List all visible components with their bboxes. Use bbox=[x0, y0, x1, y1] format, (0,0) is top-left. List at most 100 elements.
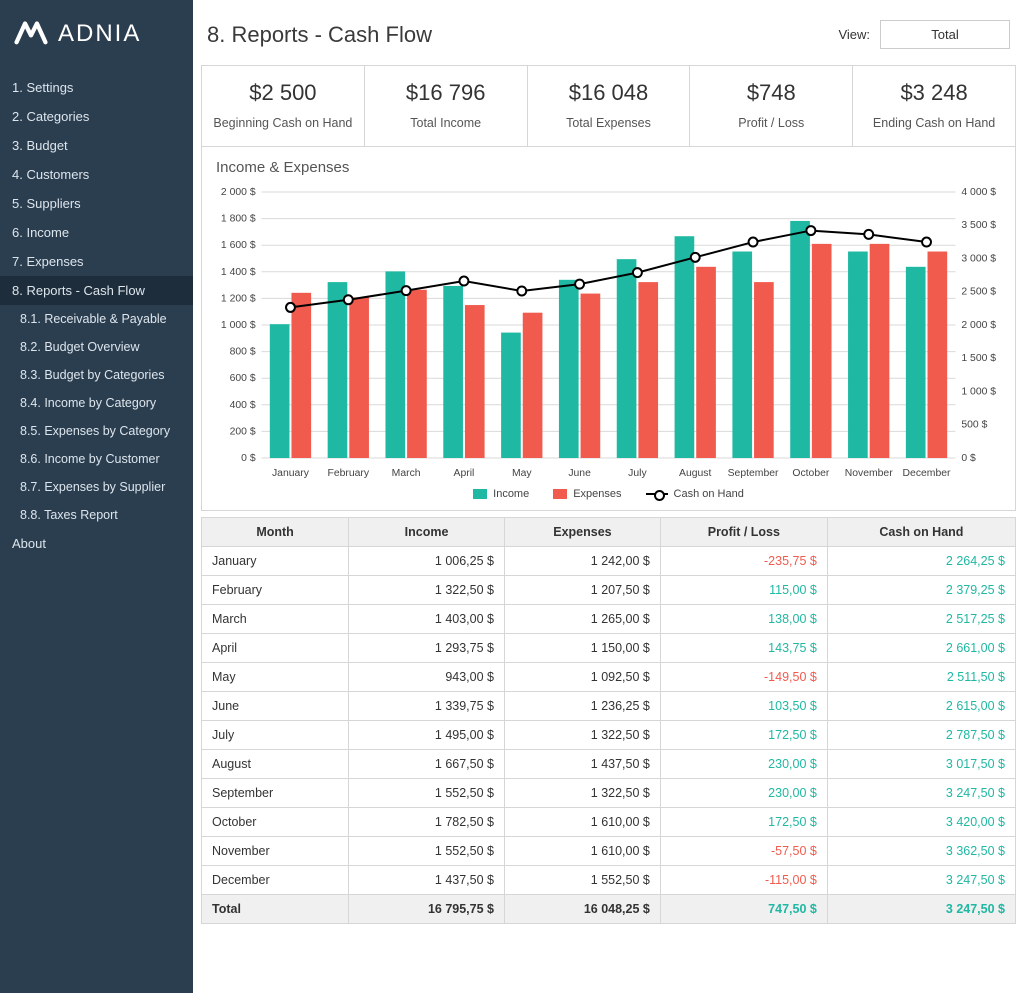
table-cell: November bbox=[202, 837, 349, 866]
kpi-label: Total Income bbox=[371, 116, 521, 130]
table-cell: December bbox=[202, 866, 349, 895]
view-dropdown[interactable]: Total bbox=[880, 20, 1010, 49]
table-cell: September bbox=[202, 779, 349, 808]
legend-income-swatch-icon bbox=[473, 489, 487, 499]
view-label: View: bbox=[838, 27, 870, 42]
svg-text:4 000 $: 4 000 $ bbox=[961, 187, 996, 198]
table-cell: April bbox=[202, 634, 349, 663]
table-row: September1 552,50 $1 322,50 $230,00 $3 2… bbox=[202, 779, 1016, 808]
sidebar-item[interactable]: 1. Settings bbox=[0, 73, 193, 102]
legend-expenses-swatch-icon bbox=[553, 489, 567, 499]
table-cell: 1 322,50 $ bbox=[505, 779, 661, 808]
sidebar-item[interactable]: 8.1. Receivable & Payable bbox=[0, 305, 193, 333]
table-cell: May bbox=[202, 663, 349, 692]
sidebar-item[interactable]: 8.6. Income by Customer bbox=[0, 445, 193, 473]
kpi-card: $2 500Beginning Cash on Hand bbox=[202, 66, 365, 146]
table-cell: 2 264,25 $ bbox=[827, 547, 1015, 576]
chart-svg: 0 $200 $400 $600 $800 $1 000 $1 200 $1 4… bbox=[212, 182, 1005, 482]
table-column-header: Month bbox=[202, 518, 349, 547]
svg-text:July: July bbox=[628, 468, 647, 479]
table-cell: -57,50 $ bbox=[660, 837, 827, 866]
table-cell: 103,50 $ bbox=[660, 692, 827, 721]
kpi-card: $3 248Ending Cash on Hand bbox=[853, 66, 1015, 146]
table-cell: 2 787,50 $ bbox=[827, 721, 1015, 750]
table-cell: 1 552,50 $ bbox=[349, 837, 505, 866]
table-cell: 1 265,00 $ bbox=[505, 605, 661, 634]
svg-text:March: March bbox=[392, 468, 421, 479]
sidebar-item[interactable]: 6. Income bbox=[0, 218, 193, 247]
table-cell: 2 661,00 $ bbox=[827, 634, 1015, 663]
svg-text:May: May bbox=[512, 468, 532, 479]
sidebar-item[interactable]: 8.4. Income by Category bbox=[0, 389, 193, 417]
sidebar-item[interactable]: 8.8. Taxes Report bbox=[0, 501, 193, 529]
table-cell: -149,50 $ bbox=[660, 663, 827, 692]
sidebar-item[interactable]: 8.2. Budget Overview bbox=[0, 333, 193, 361]
table-cell: 3 247,50 $ bbox=[827, 866, 1015, 895]
table-cell: 172,50 $ bbox=[660, 721, 827, 750]
table-cell: 1 782,50 $ bbox=[349, 808, 505, 837]
table-cell: 1 150,00 $ bbox=[505, 634, 661, 663]
kpi-value: $748 bbox=[696, 80, 846, 106]
table-cell: 1 437,50 $ bbox=[349, 866, 505, 895]
sidebar-item[interactable]: 5. Suppliers bbox=[0, 189, 193, 218]
legend-cash: Cash on Hand bbox=[646, 488, 744, 500]
kpi-label: Ending Cash on Hand bbox=[859, 116, 1009, 130]
svg-text:2 000 $: 2 000 $ bbox=[221, 187, 256, 198]
chart-area: 0 $200 $400 $600 $800 $1 000 $1 200 $1 4… bbox=[212, 182, 1005, 482]
table-total-row: Total16 795,75 $16 048,25 $747,50 $3 247… bbox=[202, 895, 1016, 924]
table-cell: March bbox=[202, 605, 349, 634]
table-cell: 747,50 $ bbox=[660, 895, 827, 924]
sidebar-item[interactable]: About bbox=[0, 529, 193, 558]
table-cell: 1 293,75 $ bbox=[349, 634, 505, 663]
svg-text:1 400 $: 1 400 $ bbox=[221, 267, 256, 278]
kpi-card: $16 796Total Income bbox=[365, 66, 528, 146]
table-row: December1 437,50 $1 552,50 $-115,00 $3 2… bbox=[202, 866, 1016, 895]
table-cell: 3 017,50 $ bbox=[827, 750, 1015, 779]
page-header: 8. Reports - Cash Flow View: Total bbox=[201, 0, 1016, 65]
svg-text:2 000 $: 2 000 $ bbox=[961, 320, 996, 331]
table-cell: June bbox=[202, 692, 349, 721]
kpi-label: Total Expenses bbox=[534, 116, 684, 130]
table-cell: August bbox=[202, 750, 349, 779]
kpi-label: Profit / Loss bbox=[696, 116, 846, 130]
table-cell: 1 552,50 $ bbox=[505, 866, 661, 895]
sidebar-item[interactable]: 7. Expenses bbox=[0, 247, 193, 276]
table-cell: 1 322,50 $ bbox=[505, 721, 661, 750]
table-column-header: Profit / Loss bbox=[660, 518, 827, 547]
kpi-card: $748 Profit / Loss bbox=[690, 66, 853, 146]
legend-income-label: Income bbox=[493, 488, 529, 500]
legend-expenses-label: Expenses bbox=[573, 488, 621, 500]
sidebar-item[interactable]: 2. Categories bbox=[0, 102, 193, 131]
svg-text:2 500 $: 2 500 $ bbox=[961, 287, 996, 298]
table-cell: 1 006,25 $ bbox=[349, 547, 505, 576]
table-cell: 2 615,00 $ bbox=[827, 692, 1015, 721]
sidebar-item[interactable]: 8. Reports - Cash Flow bbox=[0, 276, 193, 305]
table-row: March1 403,00 $1 265,00 $138,00 $2 517,2… bbox=[202, 605, 1016, 634]
chart-title: Income & Expenses bbox=[212, 155, 1005, 182]
table-row: May943,00 $1 092,50 $-149,50 $2 511,50 $ bbox=[202, 663, 1016, 692]
sidebar-item[interactable]: 8.3. Budget by Categories bbox=[0, 361, 193, 389]
table-cell: 115,00 $ bbox=[660, 576, 827, 605]
table-cell: 2 511,50 $ bbox=[827, 663, 1015, 692]
page-title: 8. Reports - Cash Flow bbox=[207, 22, 432, 48]
sidebar-item[interactable]: 8.5. Expenses by Category bbox=[0, 417, 193, 445]
svg-text:August: August bbox=[679, 468, 711, 479]
sidebar-item[interactable]: 4. Customers bbox=[0, 160, 193, 189]
svg-text:3 000 $: 3 000 $ bbox=[961, 253, 996, 264]
svg-text:1 000 $: 1 000 $ bbox=[221, 320, 256, 331]
table-cell: 1 339,75 $ bbox=[349, 692, 505, 721]
table-cell: 2 379,25 $ bbox=[827, 576, 1015, 605]
sidebar-item[interactable]: 8.7. Expenses by Supplier bbox=[0, 473, 193, 501]
svg-text:January: January bbox=[272, 468, 310, 479]
table-cell: July bbox=[202, 721, 349, 750]
kpi-card: $16 048Total Expenses bbox=[528, 66, 691, 146]
table-cell: February bbox=[202, 576, 349, 605]
table-cell: 1 092,50 $ bbox=[505, 663, 661, 692]
svg-text:600 $: 600 $ bbox=[230, 373, 256, 384]
table-cell: 1 552,50 $ bbox=[349, 779, 505, 808]
svg-text:0 $: 0 $ bbox=[961, 453, 976, 464]
table-row: October1 782,50 $1 610,00 $172,50 $3 420… bbox=[202, 808, 1016, 837]
table-column-header: Cash on Hand bbox=[827, 518, 1015, 547]
sidebar-item[interactable]: 3. Budget bbox=[0, 131, 193, 160]
legend-cash-label: Cash on Hand bbox=[674, 488, 744, 500]
